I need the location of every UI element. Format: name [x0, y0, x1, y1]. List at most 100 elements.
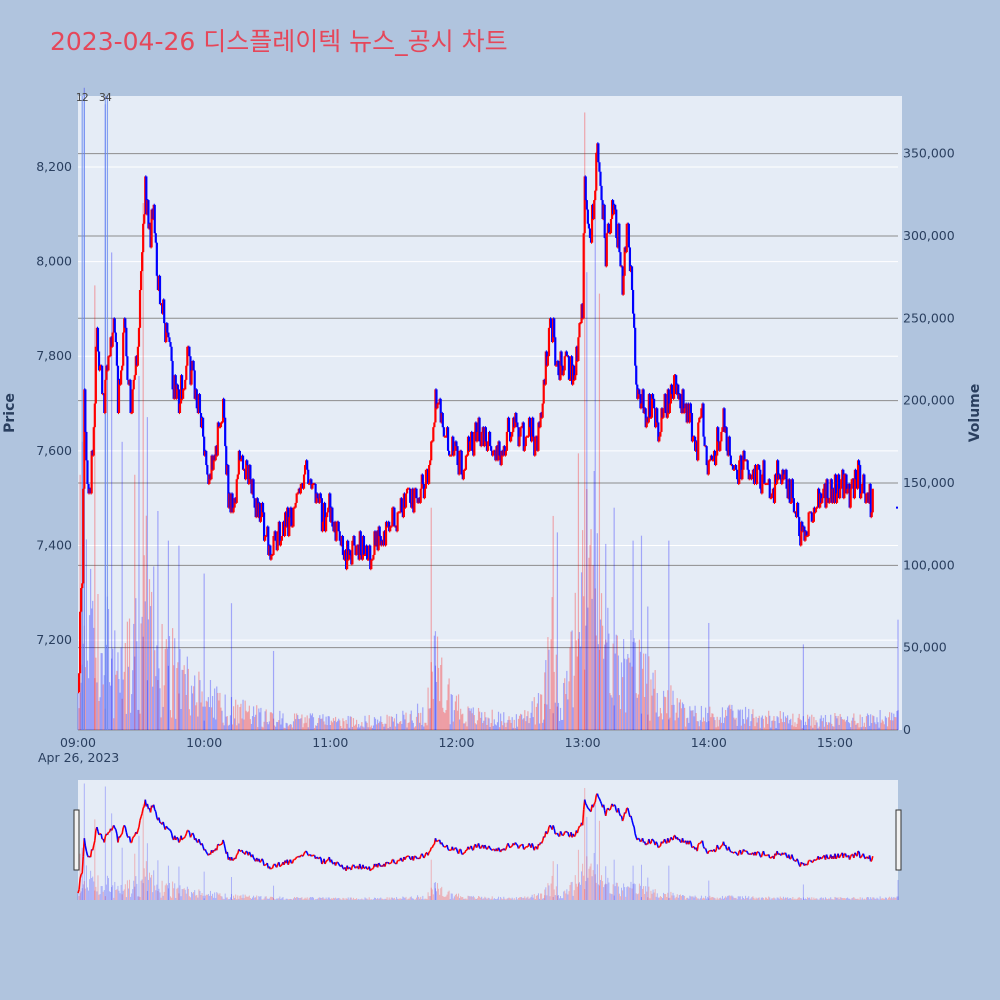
volume-bar	[839, 714, 841, 730]
range-slider-volume-bar	[520, 897, 522, 900]
range-slider-volume-bar	[809, 897, 811, 900]
range-slider-volume-bar	[752, 896, 754, 900]
range-slider-volume-bar	[548, 885, 550, 900]
range-slider-price-segment	[820, 857, 823, 860]
volume-bar	[837, 715, 839, 730]
volume-bar	[170, 717, 173, 730]
range-slider-price-segment	[565, 830, 568, 833]
range-slider-volume-bar	[494, 898, 496, 900]
range-slider-volume-bar	[568, 891, 570, 900]
volume-bar	[409, 714, 411, 730]
range-slider-volume-bar	[798, 897, 800, 900]
range-slider-volume-bar	[739, 896, 741, 900]
range-slider-price-segment	[365, 866, 368, 870]
volume-bar	[389, 726, 391, 730]
range-slider-price-segment	[782, 853, 785, 856]
range-slider-volume-bar	[601, 875, 603, 900]
range-slider-volume-bar	[728, 895, 730, 900]
range-slider-volume-bar	[523, 897, 525, 900]
range-slider-volume-bar	[238, 898, 240, 900]
volume-bar	[852, 717, 854, 730]
volume-bar	[312, 717, 315, 730]
range-slider-price-segment	[140, 813, 143, 817]
volume-bar	[94, 285, 96, 730]
range-slider-volume-bar	[470, 896, 472, 900]
range-slider-volume-bar	[609, 893, 611, 900]
range-slider-volume-bar	[644, 894, 646, 900]
range-slider-volume-bar	[157, 890, 159, 900]
range-slider-volume-bar	[335, 897, 337, 900]
volume-bar	[587, 607, 589, 730]
range-slider-volume-bar	[297, 897, 299, 900]
volume-bar	[379, 721, 381, 730]
volume-bar	[428, 708, 430, 730]
volume-bar	[521, 714, 523, 730]
news-marker-label: 4	[105, 91, 112, 104]
range-slider-volume-bar	[337, 898, 339, 900]
range-slider-volume-bar	[192, 893, 194, 900]
range-slider-volume-bar	[821, 898, 823, 900]
range-slider-price-segment	[302, 853, 305, 857]
volume-bar	[462, 713, 464, 730]
range-slider-volume-bar	[513, 898, 515, 900]
volume-bar	[585, 625, 587, 730]
range-slider-volume-bar	[158, 888, 160, 900]
range-slider-volume-bar	[778, 898, 780, 900]
volume-tick-label: 200,000	[903, 393, 955, 408]
range-slider-volume-bar	[818, 899, 820, 900]
range-slider-volume-bar	[832, 899, 834, 900]
volume-bar	[818, 726, 820, 730]
volume-bar	[539, 694, 542, 730]
range-slider-volume-bar	[802, 884, 804, 900]
volume-bar	[471, 713, 473, 730]
range-slider-price-segment	[468, 847, 471, 850]
range-slider-price-segment	[658, 845, 661, 848]
volume-bar	[830, 714, 832, 730]
volume-bar	[589, 545, 591, 730]
main-plot-area[interactable]	[78, 96, 902, 730]
volume-bar	[719, 717, 721, 730]
range-slider-volume-bar	[709, 895, 711, 900]
range-slider-volume-bar	[521, 897, 523, 900]
range-slider-volume-bar	[411, 898, 413, 900]
volume-bar	[853, 713, 855, 730]
range-slider-price-segment	[123, 824, 126, 828]
volume-bar	[546, 704, 548, 730]
volume-bar	[441, 657, 443, 730]
volume-bar	[461, 714, 463, 730]
volume-bar	[537, 693, 540, 730]
range-slider-track[interactable]	[78, 780, 898, 900]
range-slider-price-segment	[491, 848, 494, 851]
volume-bar	[238, 723, 240, 730]
volume-bar	[124, 643, 126, 730]
range-slider-volume-bar	[698, 899, 700, 900]
range-slider-price-segment	[727, 846, 731, 851]
range-slider-volume-bar	[890, 898, 892, 900]
volume-bar	[153, 566, 155, 730]
range-slider-price-segment	[241, 849, 244, 854]
volume-bar	[754, 726, 756, 730]
range-slider-volume-bar	[258, 896, 260, 900]
range-slider-handle-left[interactable]	[73, 809, 80, 871]
range-slider-price-segment	[733, 851, 736, 854]
range-slider-volume-bar	[754, 899, 756, 900]
range-slider-price-segment	[577, 825, 581, 830]
volume-bar	[534, 724, 536, 730]
volume-bar	[726, 715, 728, 730]
range-slider-price-segment	[98, 833, 101, 836]
range-slider-volume-bar	[789, 898, 791, 900]
volume-bar	[658, 716, 660, 730]
range-slider-price-segment	[505, 845, 508, 850]
volume-bar	[78, 708, 80, 730]
volume-bar	[350, 716, 352, 730]
range-slider-price-segment	[797, 861, 800, 866]
volume-bar	[369, 727, 371, 730]
range-slider-price-segment	[758, 852, 762, 857]
range-slider-volume-bar	[299, 898, 301, 900]
volume-bar	[792, 713, 794, 730]
volume-bar	[430, 507, 432, 730]
range-slider-handle-right[interactable]	[895, 809, 902, 871]
volume-bars	[77, 87, 899, 731]
volume-bar	[649, 720, 651, 730]
volume-bar	[137, 709, 139, 730]
